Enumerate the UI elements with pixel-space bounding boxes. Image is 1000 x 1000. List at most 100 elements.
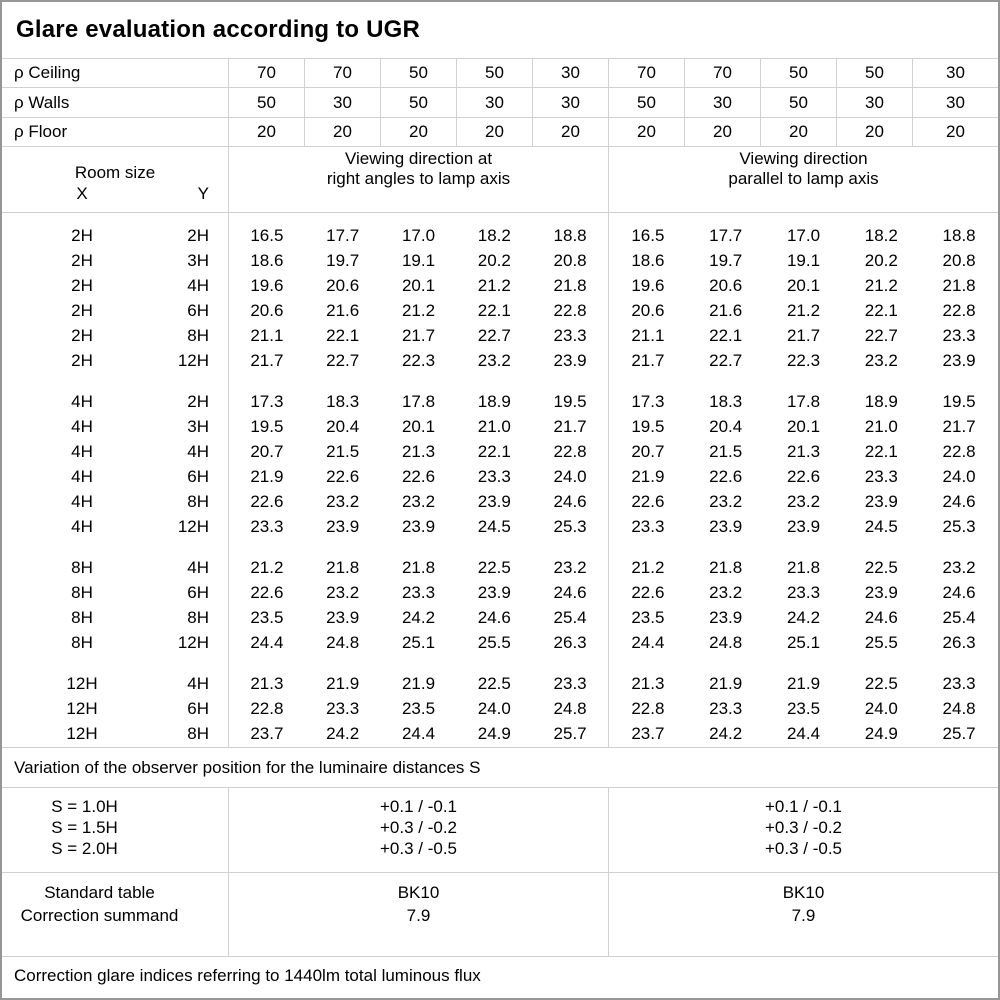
ugr-value: 22.8 <box>553 442 587 461</box>
ugr-value: 18.8 <box>553 226 587 245</box>
footer-row: Correction glare indices referring to 14… <box>2 957 998 998</box>
room-y-value: 8H <box>187 326 209 345</box>
reflectance-row: ρ Ceiling 70 70 50 50 30 70 70 50 50 30 <box>2 59 998 88</box>
reflectance-value: 20 <box>837 118 913 146</box>
ugr-value: 24.6 <box>942 583 976 602</box>
ugr-value: 25.5 <box>477 633 511 652</box>
ugr-value: 21.5 <box>326 442 360 461</box>
ugr-value: 22.8 <box>250 699 284 718</box>
room-x-value: 8H <box>71 583 93 602</box>
ugr-parallel-row: 24.4 24.8 25.1 25.5 26.3 <box>609 630 998 655</box>
room-size-row: 4H 12H <box>2 514 228 539</box>
ugr-value: 24.6 <box>942 492 976 511</box>
ugr-value: 24.8 <box>942 699 976 718</box>
ugr-value: 20.8 <box>553 251 587 270</box>
room-size-label: Room size <box>74 163 156 182</box>
ugr-right-angles-row: 19.5 20.4 20.1 21.0 21.7 <box>229 414 608 439</box>
ugr-value: 22.1 <box>477 301 511 320</box>
ugr-value: 21.8 <box>553 276 587 295</box>
room-size-row: 8H 12H <box>2 630 228 655</box>
s-correction-value: +0.3 / -0.5 <box>379 839 458 858</box>
ugr-right-angles-row: 22.8 23.3 23.5 24.0 24.8 <box>229 696 608 721</box>
ugr-value: 21.2 <box>401 301 436 320</box>
viewing-direction-right-angles-header: Viewing direction at right angles to lam… <box>229 147 609 212</box>
ugr-value: 20.8 <box>942 251 976 270</box>
ugr-value: 21.1 <box>631 326 665 345</box>
reflectance-value: 30 <box>533 88 609 117</box>
ugr-value: 20.4 <box>326 417 360 436</box>
reflectance-value: 50 <box>381 88 457 117</box>
ugr-value: 18.2 <box>477 226 511 245</box>
ugr-value: 22.7 <box>326 351 360 370</box>
ugr-value: 24.5 <box>477 517 511 536</box>
reflectance-value: 50 <box>381 59 457 87</box>
ugr-value: 20.1 <box>786 276 821 295</box>
spacing-parallel-column: +0.1 / -0.1 +0.3 / -0.2 +0.3 / -0.5 <box>609 788 998 872</box>
ugr-value: 21.6 <box>709 301 743 320</box>
ugr-parallel-row: 21.2 21.8 21.8 22.5 23.2 <box>609 555 998 580</box>
s-distance-label: S = 1.5H <box>51 818 118 837</box>
room-x-value: 2H <box>71 251 93 270</box>
ugr-value: 19.5 <box>942 392 976 411</box>
room-size-row: 4H 3H <box>2 414 228 439</box>
variation-note: Variation of the observer position for t… <box>14 757 481 777</box>
room-y-value: 12H <box>177 351 209 370</box>
ugr-value: 19.1 <box>401 251 436 270</box>
ugr-value: 25.5 <box>864 633 898 652</box>
room-x-value: 2H <box>71 276 93 295</box>
reflectance-value: 30 <box>946 63 965 82</box>
ugr-value: 24.6 <box>477 608 511 627</box>
room-size-row: 2H 8H <box>2 323 228 348</box>
reflectance-value: 50 <box>837 59 913 87</box>
ugr-value: 22.5 <box>477 674 511 693</box>
room-size-row: 12H 6H <box>2 696 228 721</box>
spacing-correction-row: S = 1.0H S = 1.5H S = 2.0H +0.1 / -0.1 +0.3… <box>2 788 998 873</box>
ugr-value: 16.5 <box>250 226 284 245</box>
ugr-value: 23.7 <box>631 724 665 743</box>
room-size-row: 2H 12H <box>2 348 228 373</box>
x-column-header: X <box>76 184 88 203</box>
ugr-value: 24.8 <box>553 699 587 718</box>
ugr-value: 21.2 <box>477 276 511 295</box>
ugr-value: 21.8 <box>401 558 436 577</box>
parallel-values-column: 16.5 17.7 17.0 18.2 18.8 18.6 19.7 19.1 20.2 20.8… <box>609 213 998 747</box>
reflectance-value: 30 <box>837 88 913 117</box>
room-x-value: 4H <box>71 392 93 411</box>
ugr-value: 23.9 <box>326 608 360 627</box>
ugr-value: 21.3 <box>401 442 436 461</box>
ugr-value: 23.3 <box>709 699 743 718</box>
ugr-value: 17.7 <box>709 226 743 245</box>
ugr-right-angles-row: 21.2 21.8 21.8 22.5 23.2 <box>229 555 608 580</box>
ugr-value: 23.2 <box>864 351 898 370</box>
standard-table-row: Standard table Correction summand BK10 7… <box>2 873 998 957</box>
room-y-value: 3H <box>187 251 209 270</box>
ugr-value: 18.2 <box>864 226 898 245</box>
s-correction-value: +0.1 / -0.1 <box>379 797 458 816</box>
ugr-value: 23.2 <box>942 558 976 577</box>
ugr-value: 23.2 <box>709 492 743 511</box>
ugr-value: 18.6 <box>631 251 665 270</box>
ugr-value: 21.6 <box>326 301 360 320</box>
ugr-value: 25.4 <box>553 608 587 627</box>
column-header-row: Room size X Y Viewing direction at right… <box>2 147 998 213</box>
ugr-value: 24.4 <box>631 633 665 652</box>
s-correction-value: +0.3 / -0.2 <box>379 818 458 837</box>
reflectance-value: 50 <box>761 88 837 117</box>
ugr-value: 23.9 <box>477 492 511 511</box>
ugr-value: 21.1 <box>250 326 284 345</box>
reflectance-value: 20 <box>609 118 685 146</box>
ugr-value: 22.6 <box>786 467 821 486</box>
room-y-value: 6H <box>187 583 209 602</box>
page-title: Glare evaluation according to UGR <box>16 16 421 43</box>
ugr-value: 24.2 <box>326 724 360 743</box>
ugr-value: 21.2 <box>864 276 898 295</box>
ugr-value: 22.1 <box>864 301 898 320</box>
ugr-value: 23.9 <box>786 517 821 536</box>
ugr-value: 23.5 <box>631 608 665 627</box>
ugr-value: 24.0 <box>553 467 587 486</box>
room-x-value: 12H <box>66 699 98 718</box>
ugr-value: 23.3 <box>250 517 284 536</box>
ugr-value: 23.5 <box>401 699 436 718</box>
room-y-value: 4H <box>187 276 209 295</box>
s-distance-label: S = 2.0H <box>51 839 118 858</box>
